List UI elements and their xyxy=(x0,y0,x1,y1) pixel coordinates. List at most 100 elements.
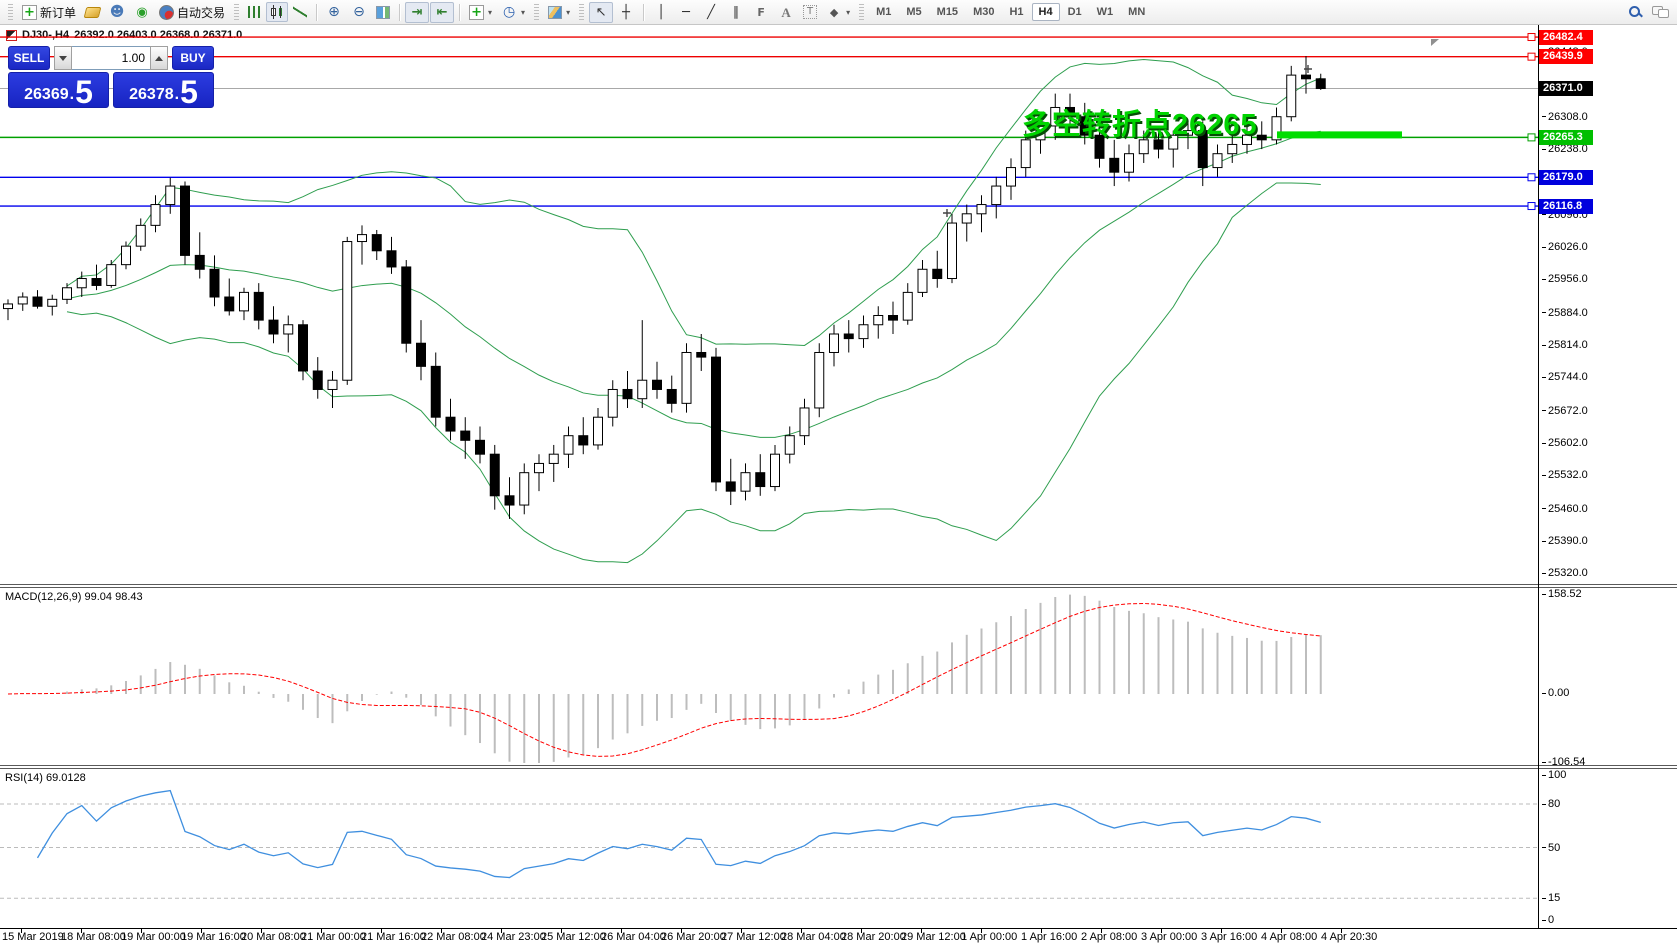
fibonacci-button[interactable]: F xyxy=(749,2,773,23)
timeframe-button-m15[interactable]: M15 xyxy=(936,6,959,18)
profile-icon: ☻ xyxy=(109,4,125,20)
profile-button[interactable]: ☻ xyxy=(105,2,129,23)
time-tick-label: 4 Apr 08:00 xyxy=(1261,931,1318,943)
ask-integer: 26378 xyxy=(129,86,174,103)
price-tick-label: 25884.0 xyxy=(1542,307,1588,319)
volume-decrease-button[interactable] xyxy=(54,46,72,70)
candle-chart-button[interactable] xyxy=(266,2,289,22)
timeframe-button-m5[interactable]: M5 xyxy=(906,6,922,18)
toolbar-grip[interactable] xyxy=(234,4,240,20)
time-tick xyxy=(621,929,622,933)
auto-scroll-icon: ⇥ xyxy=(411,4,423,20)
level-price-badge[interactable]: 26116.8 xyxy=(1539,198,1593,214)
triangle-up-icon xyxy=(155,55,163,61)
rsi-indicator-label: RSI(14) 69.0128 xyxy=(5,772,86,784)
periods-button[interactable]: ◷ ▾ xyxy=(497,2,529,23)
timeframe-button-m30[interactable]: M30 xyxy=(973,6,995,18)
bar-chart-button[interactable] xyxy=(244,3,265,21)
cursor-icon: ↖ xyxy=(595,4,607,20)
time-tick-label: 19 Mar 16:00 xyxy=(181,931,246,943)
toolbar-grip[interactable] xyxy=(579,4,585,20)
price-axis-line xyxy=(1538,25,1539,928)
new-order-icon: + xyxy=(22,4,37,20)
macd-panel[interactable] xyxy=(0,588,1538,765)
chevron-down-icon[interactable]: ▾ xyxy=(566,7,571,17)
toolbar-grip[interactable] xyxy=(8,4,13,20)
time-tick-label: 26 Mar 04:00 xyxy=(601,931,666,943)
toolbar-grip[interactable] xyxy=(534,4,540,20)
channel-button[interactable]: ∥ xyxy=(724,2,748,23)
bid-price-button[interactable]: 26369 . 5 xyxy=(8,72,109,108)
timeframe-button-d1[interactable]: D1 xyxy=(1067,6,1082,18)
price-axis[interactable]: 26448.026308.026238.026168.026096.026026… xyxy=(1538,25,1677,928)
timeframe-button-h4[interactable]: H4 xyxy=(1031,3,1060,21)
one-click-trading-panel: SELL 1.00 BUY 26369 . 5 26378 . 5 xyxy=(8,46,214,108)
text-button[interactable]: A xyxy=(774,2,798,23)
volume-increase-button[interactable] xyxy=(150,46,168,70)
macd-scale-label: -106.54 xyxy=(1542,756,1585,768)
toolbar-separator xyxy=(459,3,461,21)
chevron-down-icon[interactable]: ▾ xyxy=(521,7,526,17)
zoom-in-button[interactable]: ⊕ xyxy=(322,2,346,23)
level-price-badge[interactable]: 26179.0 xyxy=(1539,169,1593,185)
signal-button[interactable]: ◉ xyxy=(130,2,154,23)
fibonacci-icon: F xyxy=(757,5,765,19)
time-tick-label: 20 Mar 08:00 xyxy=(241,931,306,943)
rsi-panel[interactable] xyxy=(0,769,1538,928)
buy-button[interactable]: BUY xyxy=(172,46,214,70)
trendline-button[interactable]: ╱ xyxy=(699,2,723,23)
timeframe-button-w1[interactable]: W1 xyxy=(1096,6,1114,18)
volume-input[interactable]: 1.00 xyxy=(72,46,150,70)
time-tick-label: 1 Apr 00:00 xyxy=(961,931,1018,943)
search-button[interactable] xyxy=(1624,2,1647,22)
tile-windows-button[interactable] xyxy=(372,3,394,22)
vertical-line-button[interactable]: │ xyxy=(649,2,673,23)
ask-price-button[interactable]: 26378 . 5 xyxy=(113,72,214,108)
toolbar-grip[interactable] xyxy=(859,4,865,20)
time-tick-label: 25 Mar 12:00 xyxy=(541,931,606,943)
line-chart-button[interactable] xyxy=(289,3,311,21)
timeframe-button-mn[interactable]: MN xyxy=(1128,6,1146,18)
channel-icon: ∥ xyxy=(732,4,740,20)
level-price-badge[interactable]: 26439.9 xyxy=(1539,49,1593,65)
panel-splitter[interactable] xyxy=(0,765,1677,769)
chevron-down-icon[interactable]: ▾ xyxy=(846,7,851,17)
new-chart-button[interactable]: + ▾ xyxy=(465,2,496,23)
chat-button[interactable] xyxy=(1648,2,1673,22)
autotrading-button[interactable]: 自动交易 xyxy=(155,1,229,24)
templates-button[interactable]: ▾ xyxy=(544,3,574,22)
time-tick-label: 27 Mar 12:00 xyxy=(721,931,786,943)
level-price-badge[interactable]: 26482.4 xyxy=(1539,29,1593,45)
time-tick-label: 19 Mar 00:00 xyxy=(121,931,186,943)
new-chart-icon: + xyxy=(469,4,485,20)
crosshair-button[interactable]: ┼ xyxy=(614,2,638,23)
search-icon xyxy=(1628,5,1643,19)
timeframe-button-m1[interactable]: M1 xyxy=(876,6,892,18)
zoom-out-button[interactable]: ⊖ xyxy=(347,2,371,23)
chevron-down-icon[interactable]: ▾ xyxy=(488,7,493,17)
main-chart-panel[interactable] xyxy=(0,25,1538,584)
rsi-scale-label: 80 xyxy=(1542,798,1560,810)
toolbar-separator xyxy=(316,3,318,21)
time-axis[interactable]: 15 Mar 2019 18 Mar 08:00 19 Mar 00:00 19 Ma… xyxy=(0,928,1677,945)
chart-shift-button[interactable]: ⇤ xyxy=(430,1,455,23)
cursor-button[interactable]: ↖ xyxy=(589,1,614,23)
gold-ingot-button[interactable] xyxy=(81,4,104,21)
level-price-badge[interactable]: 26265.3 xyxy=(1539,129,1593,145)
current-price-badge[interactable]: 26371.0 xyxy=(1539,81,1593,97)
horizontal-line-button[interactable]: ─ xyxy=(674,2,698,23)
auto-scroll-button[interactable]: ⇥ xyxy=(405,1,430,23)
panel-splitter[interactable] xyxy=(0,584,1677,588)
sell-button[interactable]: SELL xyxy=(8,46,50,70)
vertical-line-icon: │ xyxy=(657,4,665,20)
toolbar: + 新订单 ☻ ◉ 自动交易 ⊕ ⊖ ⇥ ⇤ + ▾ ◷ ▾ ▾ ↖ ┼ │ ─ ╱ ∥ F A T ◆ ▾ M1 M5 M15 M30… xyxy=(0,0,1677,25)
shapes-button[interactable]: ◆ ▾ xyxy=(822,2,854,23)
bar-chart-icon xyxy=(248,6,262,18)
line-chart-icon xyxy=(293,6,308,18)
label-button[interactable]: T xyxy=(799,2,821,22)
timeframe-button-h1[interactable]: H1 xyxy=(1009,6,1024,18)
new-order-button[interactable]: + 新订单 xyxy=(18,1,80,24)
templates-icon xyxy=(548,5,563,19)
price-tick-label: 25602.0 xyxy=(1542,437,1588,449)
annotation-text[interactable]: 多空转折点26265 xyxy=(1022,109,1258,141)
